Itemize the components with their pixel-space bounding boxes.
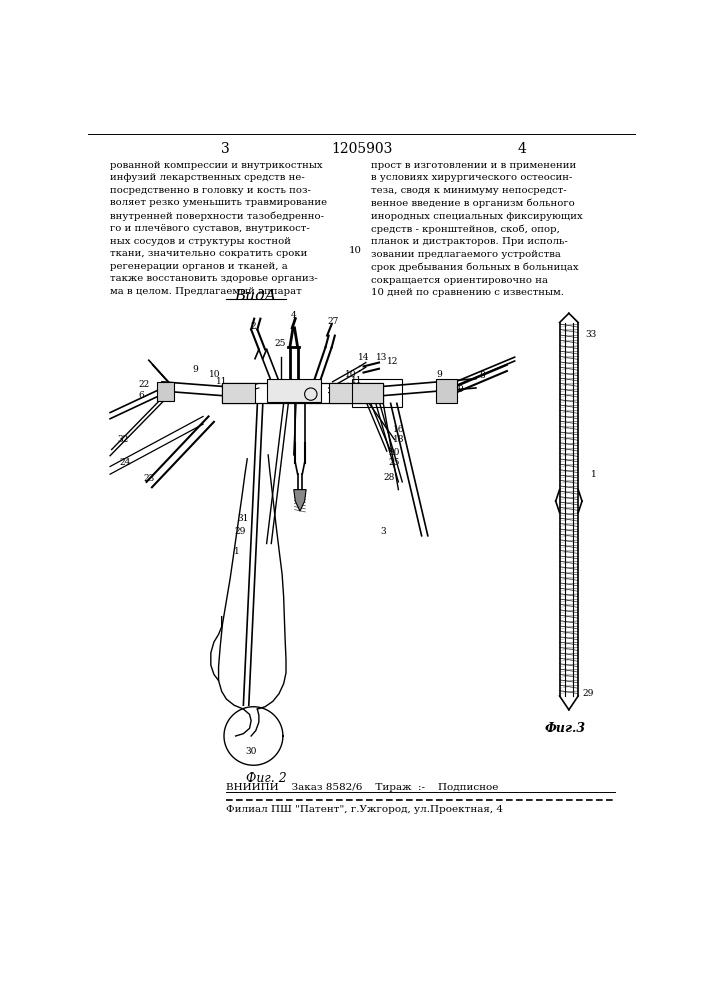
Text: 10: 10 [345,370,357,379]
Text: 27: 27 [327,317,339,326]
Text: 33: 33 [585,330,596,339]
Text: 18: 18 [392,435,404,444]
Text: 15: 15 [301,390,312,399]
Text: 29: 29 [583,689,594,698]
Text: Филиал ПШ "Патент", г.Ужгород, ул.Проектная, 4: Филиал ПШ "Патент", г.Ужгород, ул.Проект… [226,805,503,814]
Text: 25: 25 [389,458,400,467]
Text: 28: 28 [383,473,395,482]
Text: ВНИИПИ    Заказ 8582/6    Тираж  :-    Подписное: ВНИИПИ Заказ 8582/6 Тираж :- Подписное [226,783,498,792]
Text: 20: 20 [389,448,400,457]
Text: 4: 4 [518,142,527,156]
Text: 4: 4 [291,311,297,320]
Text: 31: 31 [238,514,249,523]
Text: 11: 11 [351,376,362,385]
Text: 14: 14 [358,353,369,362]
Text: 23: 23 [144,474,154,483]
Text: 10: 10 [349,246,361,255]
Text: 9: 9 [457,385,463,394]
Text: 3: 3 [221,142,230,156]
Text: 32: 32 [117,435,129,444]
Bar [329,383,383,403]
Text: рованной компрессии и внутрикостных
инфузий лекарственных средств не-
посредстве: рованной компрессии и внутрикостных инфу… [110,161,327,296]
Text: 9: 9 [437,370,443,379]
Text: 30: 30 [245,747,257,756]
Bar [352,379,402,407]
Text: 3: 3 [380,527,386,536]
Text: 11: 11 [216,377,228,386]
Text: 9: 9 [192,365,198,374]
Bar [223,383,255,403]
Text: 1205903: 1205903 [332,142,392,156]
Bar [156,382,174,401]
Text: 6: 6 [138,391,144,400]
Polygon shape [293,490,306,511]
Text: Фиг.3: Фиг.3 [544,722,585,735]
Text: 10: 10 [209,370,221,379]
Text: прост в изготовлении и в применении
в условиях хирургического остеосин-
теза, св: прост в изготовлении и в применении в ус… [371,161,583,297]
Text: 21: 21 [311,383,322,392]
Text: 12: 12 [387,357,399,366]
Text: 16: 16 [392,425,404,434]
Text: 1: 1 [591,470,597,479]
Text: 13: 13 [375,353,387,362]
Text: 24: 24 [119,458,131,467]
Text: 25: 25 [274,339,286,348]
Text: 8: 8 [479,371,485,380]
Bar [223,383,383,403]
Bar [436,379,457,403]
Text: 22: 22 [139,380,150,389]
Text: 2: 2 [251,322,256,331]
Text: Фиг. 2: Фиг. 2 [246,772,287,785]
Text: ВидА: ВидА [234,289,276,303]
Text: 1: 1 [234,547,240,556]
Bar [267,379,321,402]
Text: 29: 29 [235,527,246,536]
